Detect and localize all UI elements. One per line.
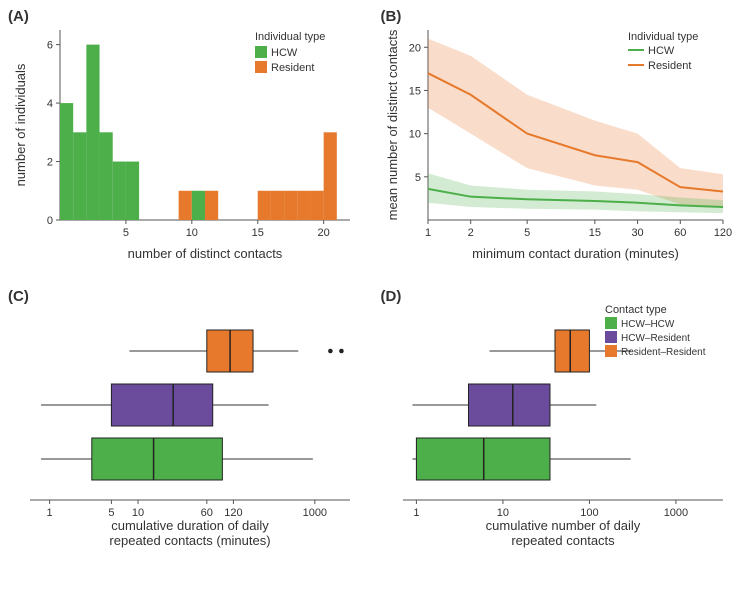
- svg-text:Resident: Resident: [648, 60, 691, 72]
- svg-text:6: 6: [47, 40, 53, 52]
- svg-text:Contact type: Contact type: [605, 304, 667, 316]
- svg-text:15: 15: [588, 227, 600, 239]
- svg-text:Resident–Resident: Resident–Resident: [621, 347, 706, 358]
- svg-text:0: 0: [47, 215, 53, 227]
- svg-text:1: 1: [413, 507, 419, 519]
- panel-a-label: (A): [8, 8, 29, 25]
- svg-text:1: 1: [47, 507, 53, 519]
- svg-text:2: 2: [467, 227, 473, 239]
- svg-text:number of individuals: number of individuals: [13, 63, 28, 186]
- svg-text:60: 60: [674, 227, 686, 239]
- svg-text:HCW–Resident: HCW–Resident: [621, 333, 690, 344]
- svg-text:10: 10: [408, 129, 420, 141]
- panel-c-label: (C): [8, 288, 29, 305]
- svg-text:1: 1: [424, 227, 430, 239]
- svg-text:5: 5: [524, 227, 530, 239]
- panel-c: (C) 1510601201000cumulative duration of …: [10, 290, 363, 560]
- svg-text:1000: 1000: [663, 507, 687, 519]
- svg-text:mean number of distinct contac: mean number of distinct contacts: [385, 29, 400, 220]
- svg-text:Individual type: Individual type: [255, 31, 325, 43]
- panel-d: (D) 1101001000cumulative number of daily…: [383, 290, 736, 560]
- svg-text:15: 15: [408, 85, 420, 97]
- svg-text:repeated contacts (minutes): repeated contacts (minutes): [109, 533, 270, 548]
- svg-text:1000: 1000: [303, 507, 327, 519]
- chart-grid: (A) 02465101520number of distinct contac…: [10, 10, 735, 560]
- svg-text:5: 5: [123, 227, 129, 239]
- panel-a-svg: 0 2 4 6 5 10 15 20 number of distinct contacts nu…: [10, 10, 360, 270]
- panel-c-svg: 1510601201000cumulative duration of dail…: [10, 290, 360, 560]
- svg-text:20: 20: [408, 42, 420, 54]
- panel-a: (A) 0 2 4 6 5 10 15 20 number of distinct contac…: [10, 10, 363, 270]
- panel-b: (B) 5 10 15 20 1 2 5 15 30 60 120 minimum contact d…: [383, 10, 736, 270]
- svg-text:4: 4: [47, 98, 53, 110]
- panel-b-label: (B): [381, 8, 402, 25]
- svg-text:2: 2: [47, 157, 53, 169]
- svg-text:cumulative duration of daily: cumulative duration of daily: [111, 518, 269, 533]
- svg-text:20: 20: [318, 227, 330, 239]
- panel-d-svg: 1101001000cumulative number of dailyrepe…: [383, 290, 733, 560]
- panel-d-label: (D): [381, 288, 402, 305]
- svg-text:HCW: HCW: [648, 45, 675, 57]
- svg-text:10: 10: [186, 227, 198, 239]
- svg-text:Individual type: Individual type: [628, 31, 698, 43]
- svg-text:Resident: Resident: [271, 62, 314, 74]
- svg-text:minimum contact duration (minu: minimum contact duration (minutes): [472, 246, 679, 261]
- svg-text:30: 30: [631, 227, 643, 239]
- svg-text:5: 5: [414, 172, 420, 184]
- svg-text:repeated contacts: repeated contacts: [511, 533, 615, 548]
- svg-text:HCW: HCW: [271, 47, 298, 59]
- svg-text:cumulative number of daily: cumulative number of daily: [485, 518, 640, 533]
- svg-text:120: 120: [713, 227, 731, 239]
- panel-b-svg: 5 10 15 20 1 2 5 15 30 60 120 minimum contact durat…: [383, 10, 733, 270]
- svg-text:15: 15: [252, 227, 264, 239]
- svg-text:HCW–HCW: HCW–HCW: [621, 319, 675, 330]
- svg-text:number of distinct contacts: number of distinct contacts: [128, 246, 283, 261]
